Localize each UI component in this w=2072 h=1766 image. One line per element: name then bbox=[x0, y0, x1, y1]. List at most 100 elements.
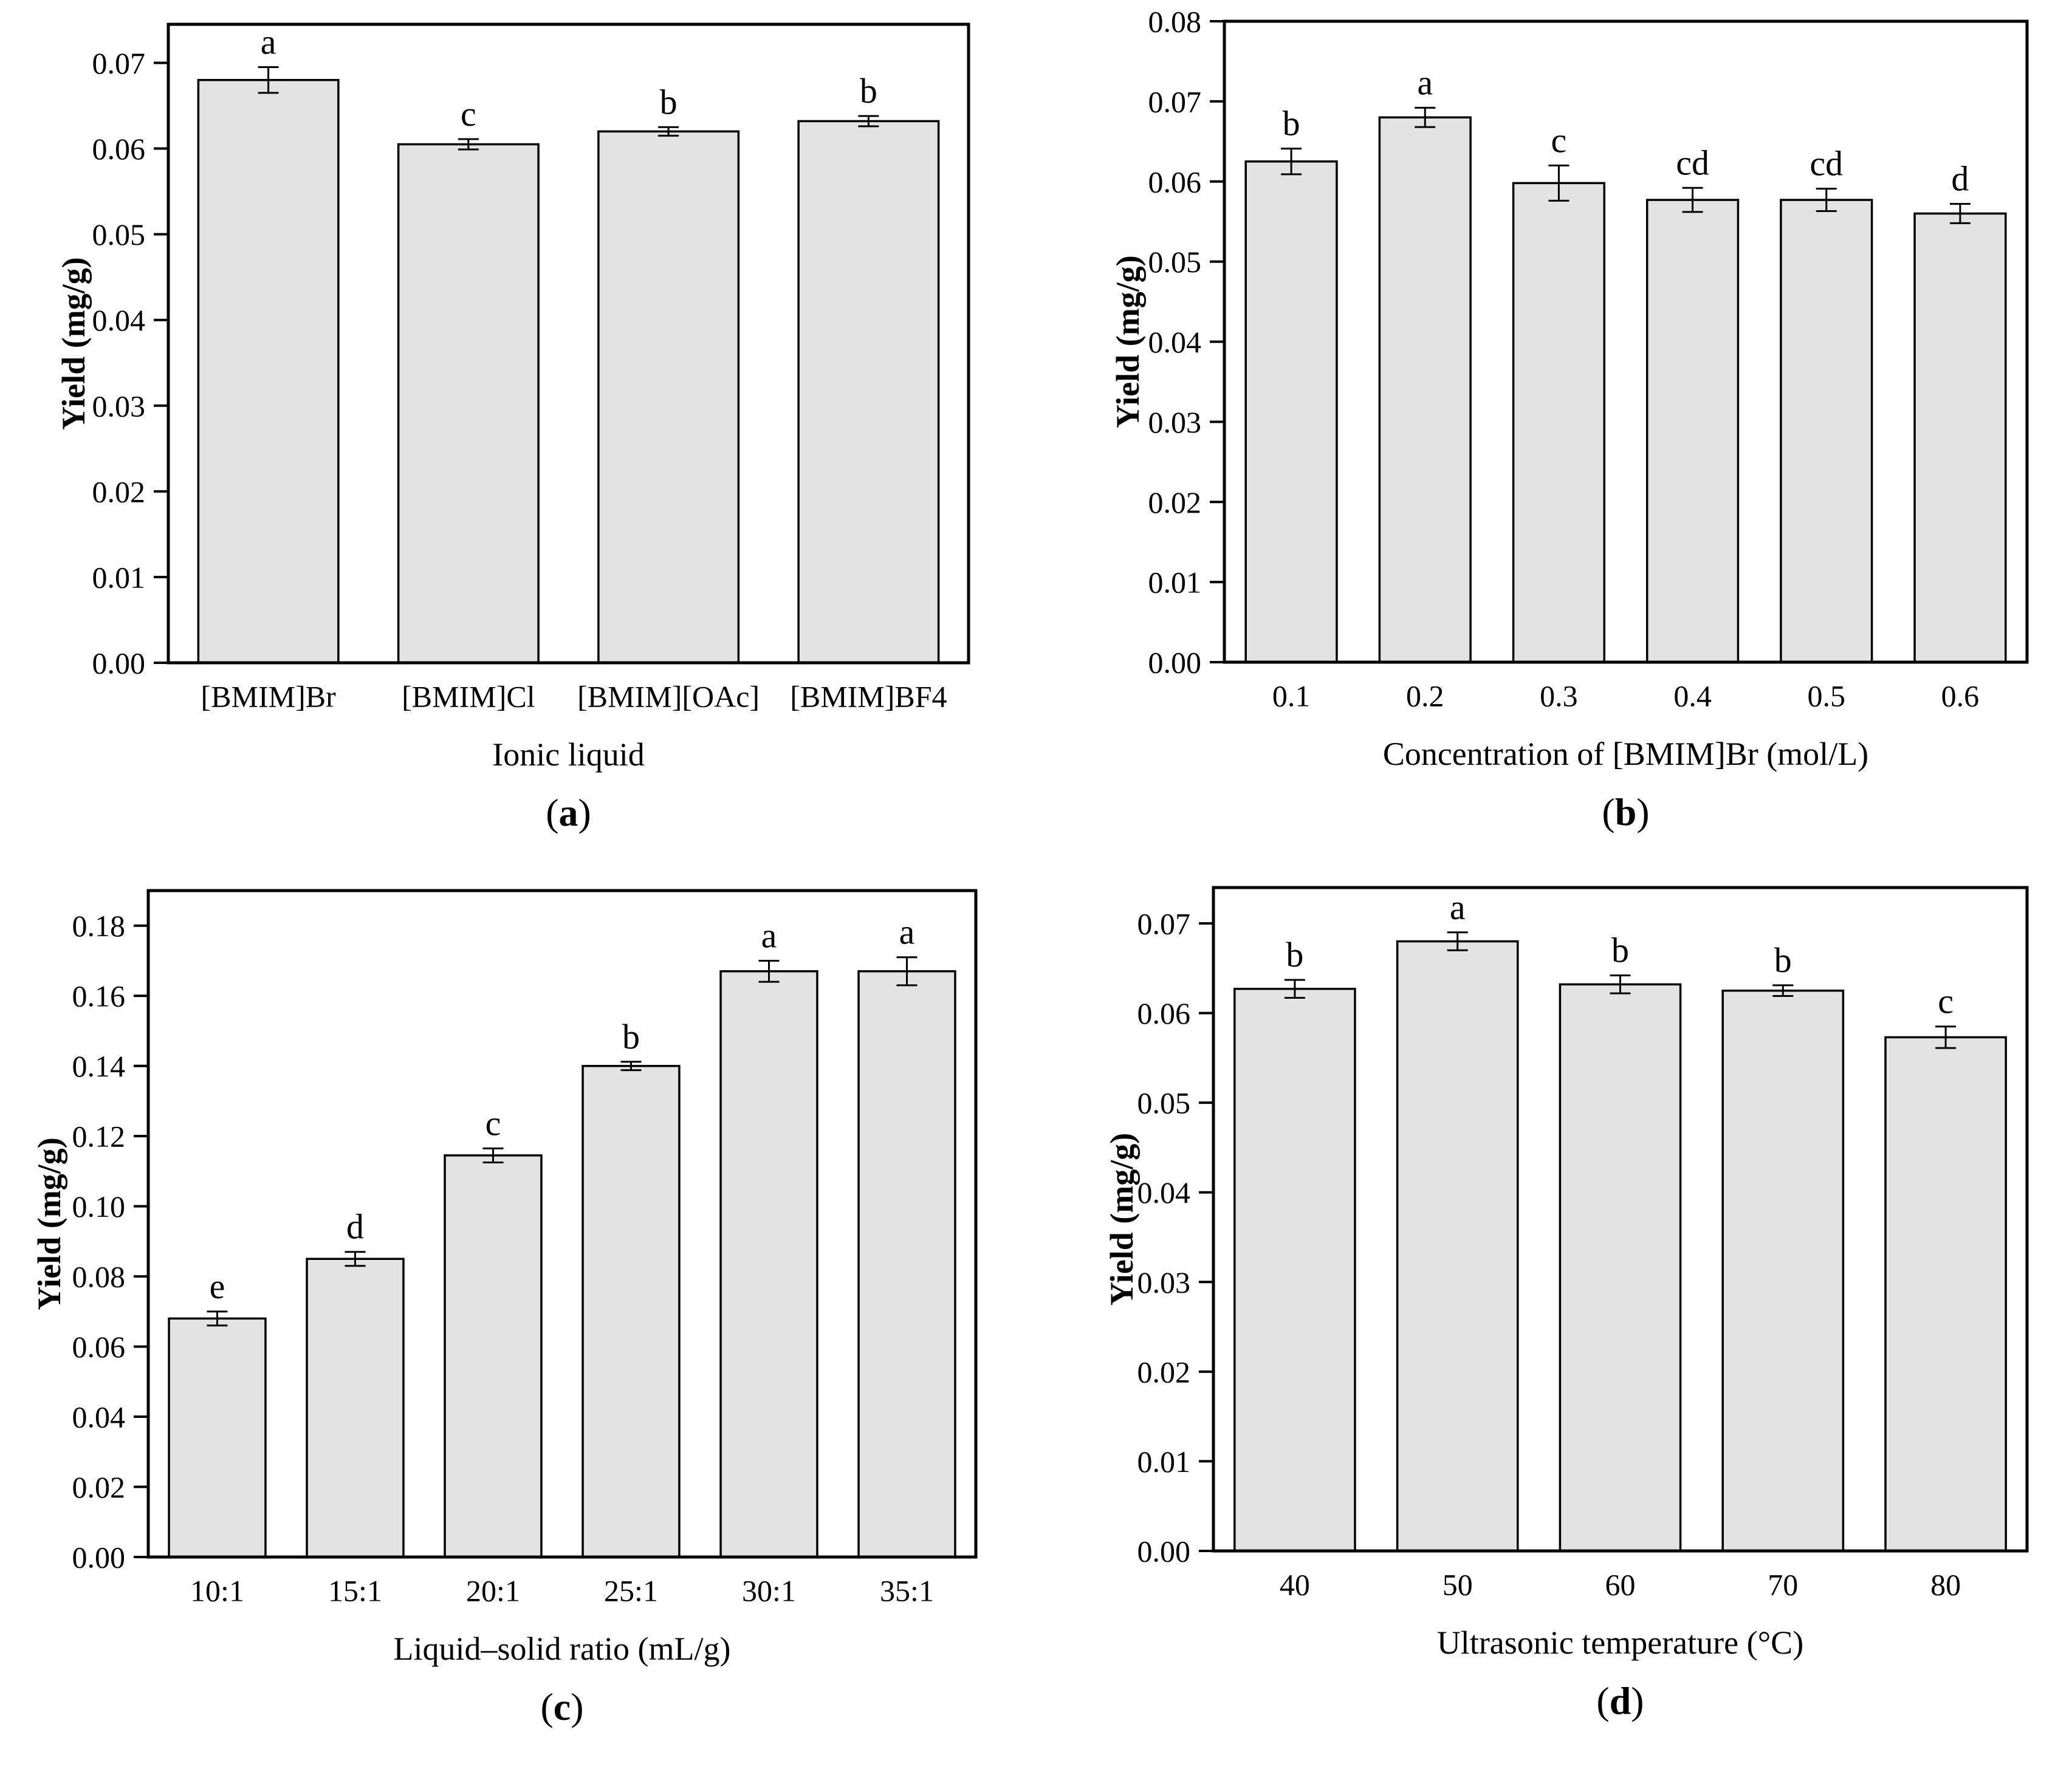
y-tick-label: 0.00 bbox=[1137, 1535, 1191, 1569]
panel-b: 0.00 0.01 0.02 0.03 0.04 0.05 0.06 0.07 0.08 b 0.1… bbox=[1036, 0, 2072, 881]
chart-panel-b: 0.00 0.01 0.02 0.03 0.04 0.05 0.06 0.07 0.08 b 0.1… bbox=[1110, 5, 2029, 833]
y-tick-label: 0.08 bbox=[72, 1260, 126, 1294]
significance-letter: c bbox=[1938, 982, 1954, 1021]
x-tick-label: 0.6 bbox=[1941, 679, 1980, 713]
bar bbox=[1396, 940, 1519, 1552]
x-tick-label: 20:1 bbox=[466, 1574, 520, 1608]
significance-letter: a bbox=[1450, 888, 1466, 927]
bar bbox=[444, 1154, 543, 1558]
axis-frame bbox=[166, 22, 970, 665]
panel-c: 0.00 0.02 0.04 0.06 0.08 0.10 0.12 0.14 0.16 0.18… bbox=[0, 881, 1036, 1763]
y-tick-label: 0.06 bbox=[92, 132, 146, 166]
y-tick-label: 0.03 bbox=[1148, 405, 1202, 439]
x-tick-label: 0.1 bbox=[1272, 679, 1311, 713]
y-tick-label: 0.00 bbox=[92, 646, 146, 680]
bar bbox=[1913, 212, 2007, 663]
bar bbox=[197, 78, 340, 664]
x-tick-label: [BMIM]Cl bbox=[402, 680, 535, 714]
x-tick-label: [BMIM][OAc] bbox=[577, 680, 760, 714]
significance-letter: b bbox=[1774, 940, 1792, 980]
x-tick-label: 50 bbox=[1443, 1568, 1473, 1602]
panel-letter: (b) bbox=[1602, 790, 1649, 833]
y-tick-label: 0.07 bbox=[1137, 907, 1191, 941]
x-tick-label: 0.2 bbox=[1406, 679, 1444, 713]
y-tick-label: 0.08 bbox=[1148, 5, 1202, 39]
y-tick-label: 0.01 bbox=[92, 560, 146, 594]
y-tick-label: 0.05 bbox=[1148, 245, 1202, 279]
bar bbox=[168, 1317, 267, 1558]
bar bbox=[597, 130, 740, 664]
y-tick-label: 0.16 bbox=[72, 979, 126, 1013]
axis-frame bbox=[146, 889, 978, 1559]
significance-letter: d bbox=[1951, 159, 1969, 199]
bar bbox=[1378, 116, 1472, 663]
chart-panel-a: 0.00 0.01 0.02 0.03 0.04 0.05 0.06 0.07 a [BMIM]B… bbox=[55, 22, 970, 834]
y-axis-title: Yield (mg/g) bbox=[31, 1137, 67, 1310]
panel-letter: (d) bbox=[1596, 1679, 1644, 1722]
y-tick-label: 0.02 bbox=[92, 474, 146, 508]
x-tick-label: 15:1 bbox=[328, 1574, 382, 1608]
bar bbox=[397, 143, 540, 664]
x-tick-label: 30:1 bbox=[742, 1574, 796, 1608]
bar bbox=[797, 120, 940, 664]
significance-letter: a bbox=[761, 916, 777, 955]
y-tick-label: 0.01 bbox=[1137, 1445, 1191, 1479]
significance-letter: d bbox=[346, 1207, 364, 1247]
y-axis-title: Yield (mg/g) bbox=[1103, 1133, 1140, 1306]
bar bbox=[1884, 1036, 2007, 1552]
chart-panel-c: 0.00 0.02 0.04 0.06 0.08 0.10 0.12 0.14 0.16 0.18… bbox=[31, 889, 978, 1728]
bar bbox=[1645, 199, 1740, 663]
y-axis-title: Yield (mg/g) bbox=[55, 257, 92, 430]
panel-letter: (a) bbox=[546, 791, 591, 834]
panel-d: 0.00 0.01 0.02 0.03 0.04 0.05 0.06 0.07 b 40 a 50 b 6… bbox=[1036, 881, 2072, 1763]
y-tick-label: 0.06 bbox=[1148, 165, 1202, 199]
y-tick-label: 0.10 bbox=[72, 1189, 126, 1224]
y-tick-label: 0.01 bbox=[1148, 566, 1202, 600]
significance-letter: c bbox=[461, 94, 476, 134]
x-tick-label: 35:1 bbox=[880, 1574, 934, 1608]
x-tick-label: 0.3 bbox=[1540, 679, 1578, 713]
significance-letter: a bbox=[261, 22, 276, 62]
chart-panel-d: 0.00 0.01 0.02 0.03 0.04 0.05 0.06 0.07 b 40 a 50 b 6… bbox=[1103, 886, 2029, 1722]
significance-letter: a bbox=[899, 912, 915, 952]
x-tick-label: 10:1 bbox=[190, 1574, 244, 1608]
y-tick-label: 0.06 bbox=[72, 1330, 126, 1364]
y-tick-label: 0.00 bbox=[1148, 646, 1202, 680]
significance-letter: b bbox=[622, 1017, 640, 1056]
x-tick-label: [BMIM]BF4 bbox=[790, 680, 947, 714]
x-tick-label: 60 bbox=[1605, 1568, 1636, 1602]
bar bbox=[1244, 160, 1338, 663]
y-tick-label: 0.06 bbox=[1137, 996, 1191, 1030]
significance-letter: b bbox=[1286, 935, 1303, 974]
y-tick-label: 0.14 bbox=[72, 1049, 126, 1083]
bar bbox=[1512, 182, 1606, 663]
x-tick-label: 0.4 bbox=[1673, 679, 1712, 713]
y-tick-label: 0.07 bbox=[1148, 84, 1202, 118]
y-tick-label: 0.07 bbox=[92, 46, 146, 80]
x-tick-label: 0.5 bbox=[1808, 679, 1846, 713]
x-tick-label: 25:1 bbox=[604, 1574, 658, 1608]
y-tick-label: 0.04 bbox=[1137, 1176, 1191, 1210]
significance-letter: b bbox=[1283, 104, 1300, 143]
significance-letter: b bbox=[1611, 931, 1629, 970]
y-tick-label: 0.05 bbox=[1137, 1086, 1191, 1120]
bar bbox=[581, 1064, 681, 1558]
x-tick-label: [BMIM]Br bbox=[201, 680, 337, 714]
x-tick-label: 80 bbox=[1930, 1568, 1961, 1602]
significance-letter: b bbox=[660, 82, 678, 121]
y-tick-label: 0.02 bbox=[1148, 485, 1202, 519]
y-tick-label: 0.18 bbox=[72, 909, 126, 943]
bar bbox=[1780, 199, 1873, 663]
x-tick-label: 40 bbox=[1280, 1568, 1310, 1602]
y-tick-label: 0.05 bbox=[92, 217, 146, 252]
x-axis-title: Concentration of [BMIM]Br (mol/L) bbox=[1383, 736, 1868, 772]
y-tick-label: 0.02 bbox=[1137, 1355, 1191, 1389]
panel-a: 0.00 0.01 0.02 0.03 0.04 0.05 0.06 0.07 a [BMIM]B… bbox=[0, 0, 1036, 881]
significance-letter: a bbox=[1417, 63, 1433, 102]
bar bbox=[306, 1258, 405, 1558]
x-axis-title: Ultrasonic temperature (°C) bbox=[1437, 1624, 1803, 1661]
bar bbox=[857, 970, 956, 1558]
y-tick-label: 0.04 bbox=[1148, 325, 1202, 359]
significance-letter: e bbox=[210, 1267, 225, 1306]
